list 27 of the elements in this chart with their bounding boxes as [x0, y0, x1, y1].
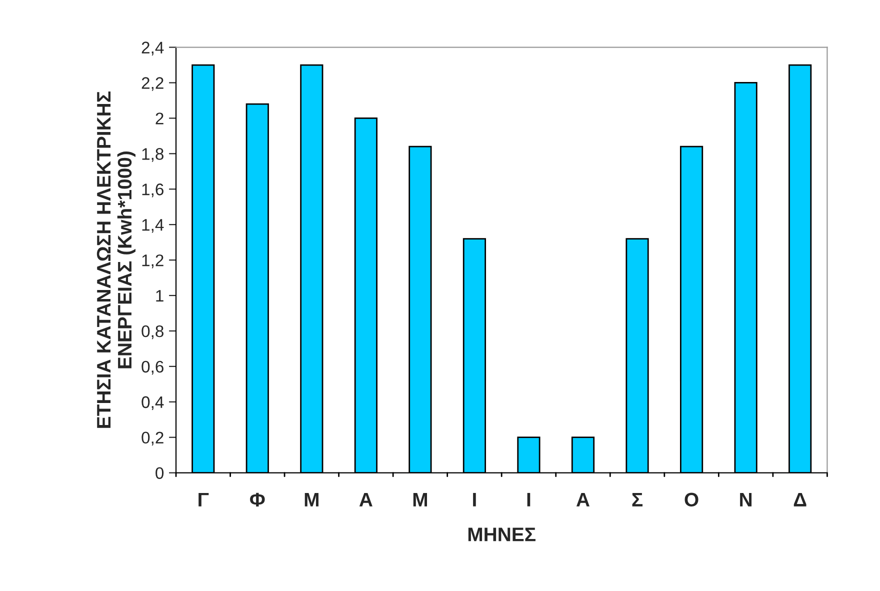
x-tick-label: Μ	[413, 492, 427, 506]
x-tick-label: Ο	[684, 492, 698, 507]
y-tick-label: 2	[156, 112, 164, 124]
y-tick-label: 2,4	[142, 42, 164, 56]
x-tick-label: Δ	[794, 492, 806, 506]
y-tick-label: 1	[156, 290, 164, 302]
y-tick-label: 0,8	[142, 325, 164, 340]
x-tick-label: Μ	[304, 492, 318, 506]
x-tick-label: Α	[576, 492, 590, 506]
y-tick-label: 1,8	[142, 148, 164, 162]
x-tick-label: Γ	[198, 492, 209, 506]
y-tick-label: 1,4	[142, 219, 164, 233]
y-tick-label: 1,2	[142, 254, 164, 268]
y-tick-label: 0	[156, 467, 164, 480]
y-tick-label: 2,2	[142, 77, 164, 91]
y-tick-label: 0,6	[142, 360, 164, 375]
y-axis-title: ΕΤΗΣΙΑ ΚΑΤΑΝΑΛΩΣΗ ΗΛΕΚΤΡΙΚΗΣ ΕΝΕΡΓΕΙΑΣ (Kwh*1000)	[96, 92, 136, 428]
x-tick-label: Ν	[740, 492, 752, 506]
y-tick-label: 1,6	[142, 184, 164, 198]
x-tick-label: Σ	[632, 492, 643, 506]
x-tick-label: Ι	[527, 492, 530, 506]
x-tick-label: Φ	[250, 492, 265, 506]
x-axis-title: ΜΗΝΕΣ	[468, 528, 536, 542]
y-tick-label: 0,4	[142, 396, 164, 410]
x-tick-label: Ι	[473, 492, 476, 506]
y-tick-label: 0,2	[142, 432, 164, 446]
x-tick-label: Α	[359, 492, 372, 506]
